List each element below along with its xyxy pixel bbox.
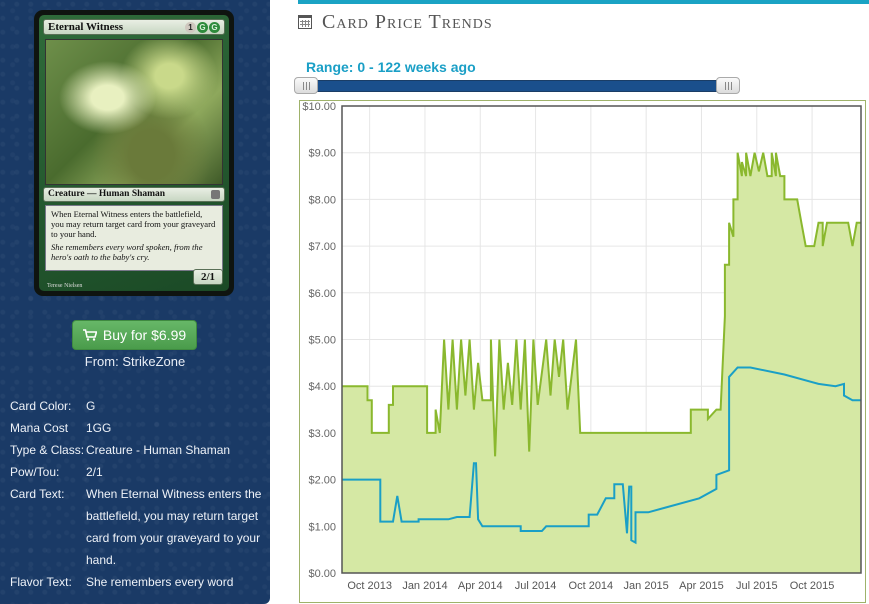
x-tick-label: Jul 2015 bbox=[736, 580, 778, 592]
buy-vendor: From: StrikeZone bbox=[84, 354, 186, 369]
y-tick-label: $9.00 bbox=[308, 148, 336, 160]
card-name: Eternal Witness bbox=[48, 21, 124, 33]
y-tick-label: $7.00 bbox=[308, 241, 336, 253]
detail-value: She remembers every word bbox=[86, 575, 234, 589]
card-text-box: When Eternal Witness enters the battlefi… bbox=[45, 205, 223, 271]
section-header: Card Price Trends bbox=[298, 8, 493, 36]
buy-button-label: Buy for $6.99 bbox=[102, 327, 187, 343]
x-tick-label: Oct 2013 bbox=[347, 580, 392, 592]
detail-row-card-text: Card Text: When Eternal Witness enters t… bbox=[10, 483, 270, 571]
detail-value: When Eternal Witness enters the battlefi… bbox=[86, 487, 262, 567]
card-type-line: Creature — Human Shaman bbox=[43, 187, 225, 202]
range-handle-start[interactable] bbox=[294, 77, 318, 94]
detail-label: Pow/Tou: bbox=[10, 465, 60, 479]
card-details: Card Color: G Mana Cost 1GG Type & Class… bbox=[10, 395, 270, 593]
detail-value: 1GG bbox=[86, 421, 112, 435]
card-rules-text: When Eternal Witness enters the battlefi… bbox=[51, 209, 216, 239]
range-label: Range: 0 - 122 weeks ago bbox=[306, 59, 476, 75]
price-chart-svg: $0.00 $1.00 $2.00 $3.00 $4.00 $5.00 $6.00 $7.00… bbox=[299, 100, 866, 603]
x-tick-label: Oct 2015 bbox=[790, 580, 835, 592]
price-chart: $0.00 $1.00 $2.00 $3.00 $4.00 $5.00 $6.00 $7.00… bbox=[299, 100, 867, 604]
range-slider[interactable] bbox=[294, 77, 742, 94]
detail-value: Creature - Human Shaman bbox=[86, 443, 231, 457]
range-slider-track[interactable] bbox=[302, 80, 738, 92]
y-tick-label: $1.00 bbox=[308, 521, 336, 533]
range-handle-end[interactable] bbox=[716, 77, 740, 94]
x-tick-label: Apr 2015 bbox=[679, 580, 724, 592]
card-type-text: Creature — Human Shaman bbox=[48, 189, 166, 199]
card-artist: Terese Nielsen bbox=[47, 283, 83, 289]
detail-row-mana-cost: Mana Cost 1GG bbox=[10, 417, 270, 439]
calendar-icon bbox=[298, 15, 312, 29]
card-mana-cost: 1 G G bbox=[185, 21, 220, 33]
y-tick-label: $3.00 bbox=[308, 428, 336, 440]
high-price-line bbox=[342, 152, 861, 457]
detail-row-flavor-text: Flavor Text: She remembers every word bbox=[10, 571, 270, 593]
detail-label: Type & Class: bbox=[10, 443, 85, 457]
x-tick-label: Jan 2015 bbox=[624, 580, 669, 592]
card-sidebar: Eternal Witness 1 G G Creature — Human S… bbox=[0, 0, 270, 604]
y-tick-label: $8.00 bbox=[308, 194, 336, 206]
x-tick-label: Apr 2014 bbox=[458, 580, 503, 592]
card-image[interactable]: Eternal Witness 1 G G Creature — Human S… bbox=[34, 10, 234, 296]
detail-label: Mana Cost bbox=[10, 421, 69, 435]
plot-frame bbox=[341, 105, 862, 574]
x-tick-label: Jul 2014 bbox=[515, 580, 557, 592]
y-tick-label: $5.00 bbox=[308, 335, 336, 347]
card-flavor-text: She remembers every word spoken, from th… bbox=[51, 242, 203, 262]
page-title: Card Price Trends bbox=[322, 10, 493, 33]
high-price-area bbox=[342, 152, 861, 573]
low-price-line bbox=[342, 366, 861, 545]
set-symbol-icon bbox=[211, 190, 220, 199]
y-tick-label: $0.00 bbox=[308, 568, 336, 580]
detail-row-type: Type & Class: Creature - Human Shaman bbox=[10, 439, 270, 461]
top-accent-rule bbox=[298, 0, 869, 4]
detail-label: Flavor Text: bbox=[10, 575, 72, 589]
card-frame: Eternal Witness 1 G G Creature — Human S… bbox=[39, 15, 229, 291]
card-artwork bbox=[45, 39, 223, 185]
detail-label: Card Color: bbox=[10, 399, 72, 413]
price-trends-panel: Card Price Trends Range: 0 - 122 weeks a… bbox=[294, 0, 869, 604]
detail-label: Card Text: bbox=[10, 487, 65, 501]
detail-row-color: Card Color: G bbox=[10, 395, 270, 417]
mana-symbol-green: G bbox=[209, 21, 220, 33]
card-power-toughness: 2/1 bbox=[193, 269, 223, 285]
buy-button[interactable]: Buy for $6.99 bbox=[72, 320, 197, 350]
y-tick-label: $2.00 bbox=[308, 475, 336, 487]
y-tick-label: $6.00 bbox=[308, 288, 336, 300]
detail-row-pow-tou: Pow/Tou: 2/1 bbox=[10, 461, 270, 483]
card-title-bar: Eternal Witness 1 G G bbox=[43, 19, 225, 35]
mana-symbol-green: G bbox=[197, 21, 208, 33]
x-tick-label: Oct 2014 bbox=[569, 580, 614, 592]
x-tick-label: Jan 2014 bbox=[402, 580, 447, 592]
y-tick-label: $10.00 bbox=[302, 101, 336, 113]
detail-value: 2/1 bbox=[86, 465, 103, 479]
detail-value: G bbox=[86, 399, 96, 413]
shopping-cart-icon bbox=[82, 329, 97, 341]
y-tick-label: $4.00 bbox=[308, 381, 336, 393]
mana-symbol-generic: 1 bbox=[185, 21, 196, 33]
